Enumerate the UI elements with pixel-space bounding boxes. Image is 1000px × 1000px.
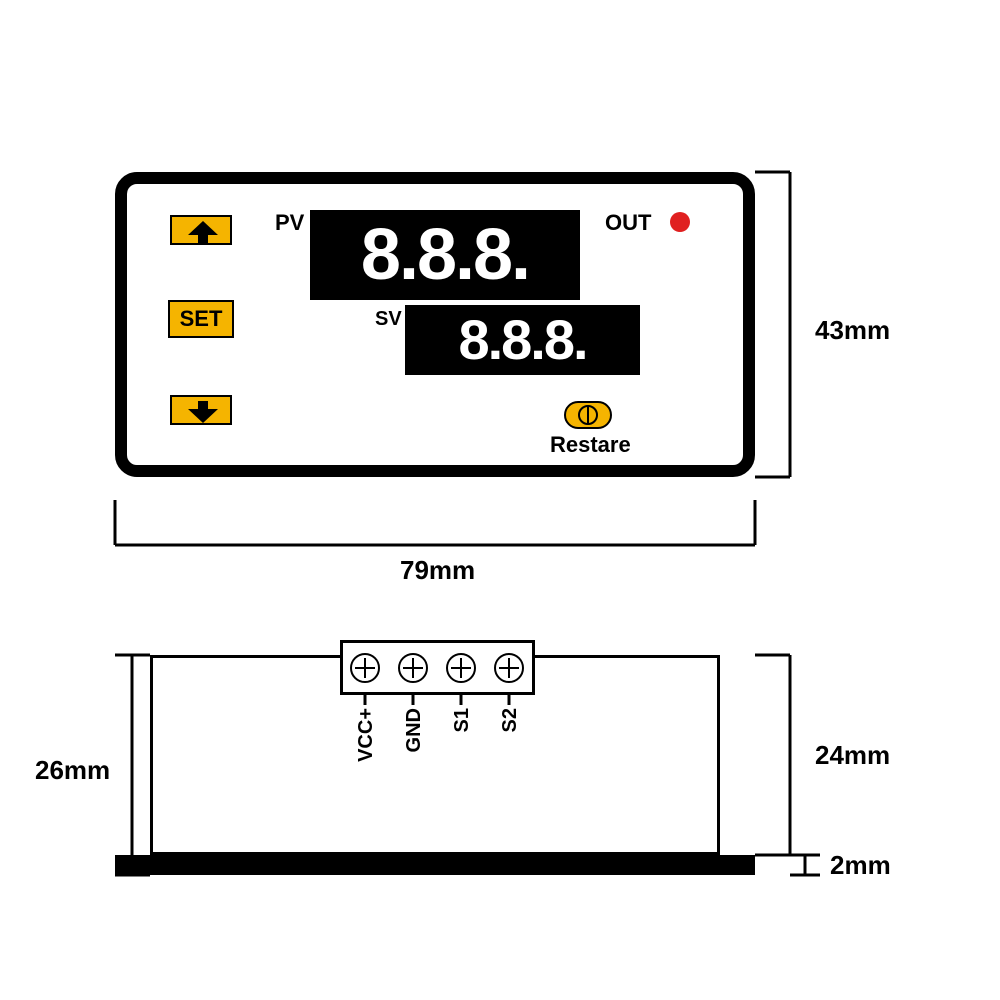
diagram-stage: SET PV 8.8.8. SV 8.8.8. OUT Restare 43mm	[0, 0, 1000, 1000]
dim-flange-label: 2mm	[830, 850, 891, 881]
